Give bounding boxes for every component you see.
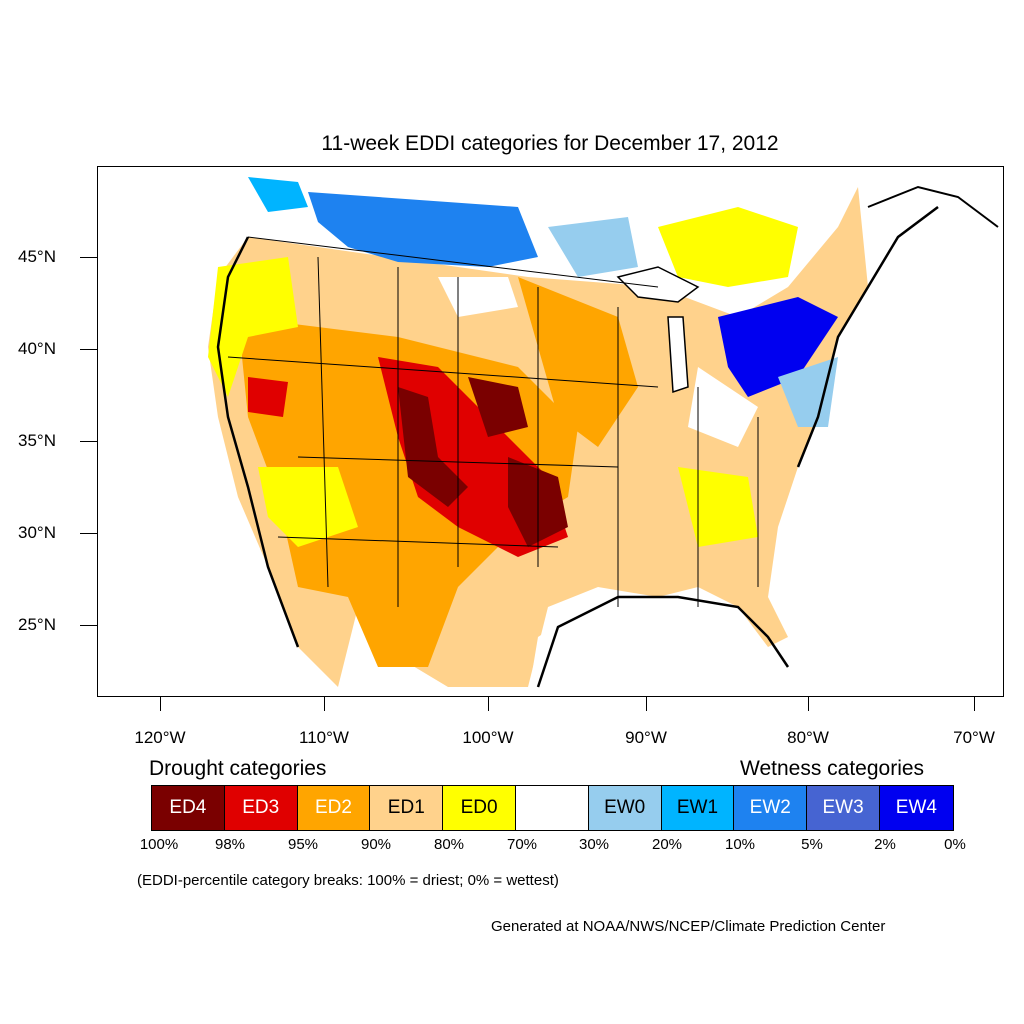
legend-swatch: ED1 bbox=[370, 786, 444, 830]
legend-swatch bbox=[515, 786, 589, 830]
lat-label: 40°N bbox=[18, 339, 56, 358]
credit-line: Generated at NOAA/NWS/NCEP/Climate Predi… bbox=[491, 918, 886, 935]
legend-swatch: EW0 bbox=[588, 786, 662, 830]
lon-tick bbox=[974, 697, 975, 711]
lon-tick bbox=[808, 697, 809, 711]
ed2-region bbox=[518, 277, 638, 447]
ew1-region bbox=[248, 177, 308, 212]
lat-label: 35°N bbox=[18, 431, 56, 450]
legend-swatch: EW2 bbox=[734, 786, 808, 830]
percent-break: 98% bbox=[214, 836, 246, 853]
lat-tick bbox=[80, 257, 97, 258]
lon-label: 120°W bbox=[134, 728, 186, 747]
ed0-region bbox=[658, 207, 798, 287]
percent-break: 30% bbox=[578, 836, 610, 853]
lon-label: 110°W bbox=[299, 728, 349, 747]
percent-break: 90% bbox=[360, 836, 392, 853]
coastline bbox=[216, 236, 300, 648]
great-lakes bbox=[667, 316, 689, 394]
legend-swatch: EW1 bbox=[661, 786, 735, 830]
coastline bbox=[796, 206, 939, 468]
lat-tick bbox=[80, 625, 97, 626]
ew0-region bbox=[778, 357, 838, 427]
coastline bbox=[536, 595, 790, 688]
ed4-region bbox=[398, 387, 468, 507]
ed0-region bbox=[208, 257, 298, 397]
lon-tick bbox=[324, 697, 325, 711]
coastline bbox=[867, 185, 999, 228]
ew2-region bbox=[308, 192, 538, 267]
ew1-region bbox=[548, 217, 638, 277]
ed3-region bbox=[248, 377, 288, 417]
map-title: 11-week EDDI categories for December 17,… bbox=[321, 132, 779, 155]
eddi-map bbox=[208, 177, 999, 696]
lon-tick bbox=[160, 697, 161, 711]
percent-break: 5% bbox=[801, 836, 823, 853]
percent-break: 80% bbox=[433, 836, 465, 853]
great-lakes bbox=[616, 266, 700, 303]
ed0-region bbox=[258, 467, 358, 547]
lat-tick bbox=[80, 441, 97, 442]
legend-swatch: ED2 bbox=[297, 786, 371, 830]
gulf-water bbox=[528, 597, 778, 696]
state-borders bbox=[227, 236, 759, 607]
lon-label: 90°W bbox=[625, 728, 667, 747]
ew3-region bbox=[718, 297, 838, 397]
ed4-region bbox=[468, 377, 528, 437]
map-panel bbox=[97, 166, 1004, 697]
lon-tick bbox=[646, 697, 647, 711]
lat-tick bbox=[80, 349, 97, 350]
category-legend: ED4 ED3 ED2 ED1 ED0 EW0 EW1 EW2 EW3 EW4 bbox=[151, 785, 954, 831]
lon-label: 100°W bbox=[462, 728, 514, 747]
drought-heading: Drought categories bbox=[149, 757, 327, 780]
legend-swatch: ED4 bbox=[152, 786, 225, 830]
lat-tick bbox=[80, 533, 97, 534]
white-region bbox=[688, 367, 758, 447]
percent-break: 70% bbox=[506, 836, 538, 853]
lat-label: 30°N bbox=[18, 523, 56, 542]
percent-break: 10% bbox=[724, 836, 756, 853]
percent-break: 20% bbox=[651, 836, 683, 853]
percent-break: 0% bbox=[944, 836, 966, 853]
legend-swatch: ED0 bbox=[443, 786, 516, 830]
lat-label: 25°N bbox=[18, 615, 56, 634]
legend-swatch: ED3 bbox=[224, 786, 298, 830]
lat-label: 45°N bbox=[18, 247, 56, 266]
percent-break: 2% bbox=[874, 836, 896, 853]
percent-break: 95% bbox=[287, 836, 319, 853]
legend-swatch: EW4 bbox=[879, 786, 953, 830]
lon-label: 80°W bbox=[787, 728, 829, 747]
percent-break: 100% bbox=[139, 836, 179, 853]
lon-tick bbox=[488, 697, 489, 711]
category-note: (EDDI-percentile category breaks: 100% =… bbox=[137, 872, 559, 889]
wetness-heading: Wetness categories bbox=[740, 757, 925, 780]
legend-swatch: EW3 bbox=[807, 786, 880, 830]
lon-label: 70°W bbox=[953, 728, 995, 747]
